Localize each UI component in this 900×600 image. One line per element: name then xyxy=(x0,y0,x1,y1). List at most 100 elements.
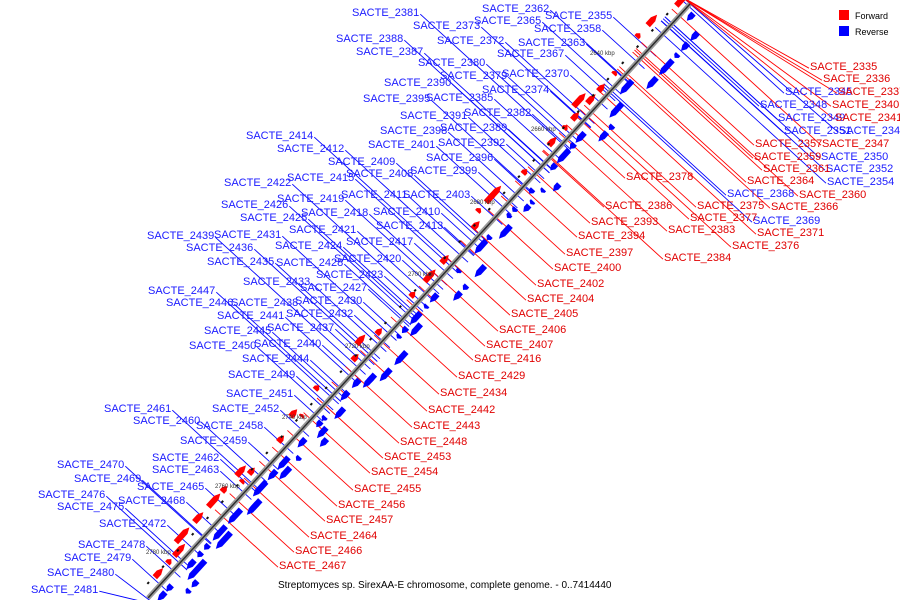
gene-label[interactable]: SACTE_2456 xyxy=(338,499,405,511)
gene-label[interactable]: SACTE_2420 xyxy=(334,253,401,265)
gene-label[interactable]: SACTE_2412 xyxy=(277,143,344,155)
gene-label[interactable]: SACTE_2445 xyxy=(204,325,271,337)
gene-label[interactable]: SACTE_2404 xyxy=(527,293,594,305)
gene-label[interactable]: SACTE_2459 xyxy=(180,435,247,447)
gene-label[interactable]: SACTE_2475 xyxy=(57,501,124,513)
gene-label[interactable]: SACTE_2377 xyxy=(690,212,757,224)
gene-label[interactable]: SACTE_2466 xyxy=(295,545,362,557)
gene-label[interactable]: SACTE_2362 xyxy=(482,3,549,15)
gene-label[interactable]: SACTE_2428 xyxy=(276,257,343,269)
gene-label[interactable]: SACTE_2479 xyxy=(64,552,131,564)
gene-label[interactable]: SACTE_2447 xyxy=(148,285,215,297)
gene-label[interactable]: SACTE_2364 xyxy=(747,175,814,187)
gene-label[interactable]: SACTE_2429 xyxy=(458,370,525,382)
gene-label[interactable]: SACTE_2438 xyxy=(231,297,298,309)
gene-label[interactable]: SACTE_2449 xyxy=(228,369,295,381)
gene-label[interactable]: SACTE_2348 xyxy=(760,99,827,111)
gene-label[interactable]: SACTE_2374 xyxy=(482,84,549,96)
gene-label[interactable]: SACTE_2389 xyxy=(440,122,507,134)
gene-label[interactable]: SACTE_2386 xyxy=(605,200,672,212)
gene-label[interactable]: SACTE_2396 xyxy=(426,152,493,164)
gene-label[interactable]: SACTE_2462 xyxy=(152,452,219,464)
gene-label[interactable]: SACTE_2358 xyxy=(534,23,601,35)
gene-label[interactable]: SACTE_2413 xyxy=(376,220,443,232)
gene-label[interactable]: SACTE_2414 xyxy=(246,130,313,142)
gene-label[interactable]: SACTE_2478 xyxy=(78,539,145,551)
gene-label[interactable]: SACTE_2460 xyxy=(133,415,200,427)
gene-label[interactable]: SACTE_2465 xyxy=(137,481,204,493)
gene-label[interactable]: SACTE_2480 xyxy=(47,567,114,579)
gene-label[interactable]: SACTE_2392 xyxy=(438,137,505,149)
gene-label[interactable]: SACTE_2354 xyxy=(827,176,894,188)
gene-label[interactable]: SACTE_2371 xyxy=(757,227,824,239)
gene-label[interactable]: SACTE_2436 xyxy=(186,242,253,254)
gene-label[interactable]: SACTE_2470 xyxy=(57,459,124,471)
gene-label[interactable]: SACTE_2461 xyxy=(104,403,171,415)
gene-label[interactable]: SACTE_2350 xyxy=(821,151,888,163)
gene-label[interactable]: SACTE_2451 xyxy=(226,388,293,400)
gene-label[interactable]: SACTE_2360 xyxy=(799,189,866,201)
gene-label[interactable]: SACTE_2347 xyxy=(822,138,889,150)
gene-label[interactable]: SACTE_2450 xyxy=(189,340,256,352)
gene-label[interactable]: SACTE_2408 xyxy=(346,168,413,180)
gene-label[interactable]: SACTE_2378 xyxy=(626,171,693,183)
gene-label[interactable]: SACTE_2393 xyxy=(591,216,658,228)
gene-label[interactable]: SACTE_2361 xyxy=(763,163,830,175)
gene-label[interactable]: SACTE_2424 xyxy=(275,240,342,252)
gene-label[interactable]: SACTE_2411 xyxy=(341,189,407,201)
gene-label[interactable]: SACTE_2410 xyxy=(373,206,440,218)
gene-label[interactable]: SACTE_2469 xyxy=(74,473,141,485)
gene-label[interactable]: SACTE_2349 xyxy=(778,112,845,124)
gene-label[interactable]: SACTE_2406 xyxy=(499,324,566,336)
gene-label[interactable]: SACTE_2401 xyxy=(368,139,435,151)
gene-label[interactable]: SACTE_2344 xyxy=(839,125,900,137)
gene-label[interactable]: SACTE_2370 xyxy=(502,68,569,80)
gene-label[interactable]: SACTE_2472 xyxy=(99,518,166,530)
gene-label[interactable]: SACTE_2419 xyxy=(277,193,344,205)
gene-label[interactable]: SACTE_2380 xyxy=(418,57,485,69)
gene-label[interactable]: SACTE_2442 xyxy=(428,404,495,416)
gene-label[interactable]: SACTE_2434 xyxy=(440,387,507,399)
gene-label[interactable]: SACTE_2341 xyxy=(835,112,900,124)
gene-label[interactable]: SACTE_2416 xyxy=(474,353,541,365)
gene-label[interactable]: SACTE_2464 xyxy=(310,530,377,542)
gene-label[interactable]: SACTE_2385 xyxy=(426,92,493,104)
gene-label[interactable]: SACTE_2352 xyxy=(826,163,893,175)
gene-label[interactable]: SACTE_2345 xyxy=(785,86,852,98)
gene-label[interactable]: SACTE_2407 xyxy=(486,339,553,351)
gene-label[interactable]: SACTE_2431 xyxy=(214,229,281,241)
gene-label[interactable]: SACTE_2453 xyxy=(384,451,451,463)
gene-label[interactable]: SACTE_2467 xyxy=(279,560,346,572)
gene-label[interactable]: SACTE_2337 xyxy=(838,86,900,98)
gene-label[interactable]: SACTE_2433 xyxy=(243,276,310,288)
gene-label[interactable]: SACTE_2367 xyxy=(497,48,564,60)
gene-label[interactable]: SACTE_2390 xyxy=(384,77,451,89)
gene-label[interactable]: SACTE_2425 xyxy=(240,212,307,224)
gene-label[interactable]: SACTE_2381 xyxy=(352,7,419,19)
gene-label[interactable]: SACTE_2359 xyxy=(754,151,821,163)
gene-label[interactable]: SACTE_2435 xyxy=(207,256,274,268)
gene-label[interactable]: SACTE_2403 xyxy=(403,189,470,201)
gene-label[interactable]: SACTE_2398 xyxy=(380,125,447,137)
gene-label[interactable]: SACTE_2340 xyxy=(832,99,899,111)
gene-label[interactable]: SACTE_2452 xyxy=(212,403,279,415)
gene-label[interactable]: SACTE_2432 xyxy=(286,308,353,320)
gene-label[interactable]: SACTE_2387 xyxy=(356,46,423,58)
gene-label[interactable]: SACTE_2382 xyxy=(464,107,531,119)
gene-label[interactable]: SACTE_2405 xyxy=(511,308,578,320)
gene-label[interactable]: SACTE_2458 xyxy=(196,420,263,432)
gene-label[interactable]: SACTE_2357 xyxy=(755,138,822,150)
gene-label[interactable]: SACTE_2399 xyxy=(410,165,477,177)
gene-label[interactable]: SACTE_2379 xyxy=(440,70,507,82)
gene-label[interactable]: SACTE_2417 xyxy=(346,236,413,248)
gene-label[interactable]: SACTE_2444 xyxy=(242,353,309,365)
gene-label[interactable]: SACTE_2409 xyxy=(328,156,395,168)
gene-label[interactable]: SACTE_2373 xyxy=(413,20,480,32)
gene-label[interactable]: SACTE_2440 xyxy=(254,338,321,350)
gene-label[interactable]: SACTE_2351 xyxy=(784,125,851,137)
gene-label[interactable]: SACTE_2369 xyxy=(753,215,820,227)
gene-label[interactable]: SACTE_2400 xyxy=(554,262,621,274)
gene-label[interactable]: SACTE_2430 xyxy=(295,295,362,307)
gene-label[interactable]: SACTE_2415 xyxy=(287,172,354,184)
gene-label[interactable]: SACTE_2355 xyxy=(545,10,612,22)
